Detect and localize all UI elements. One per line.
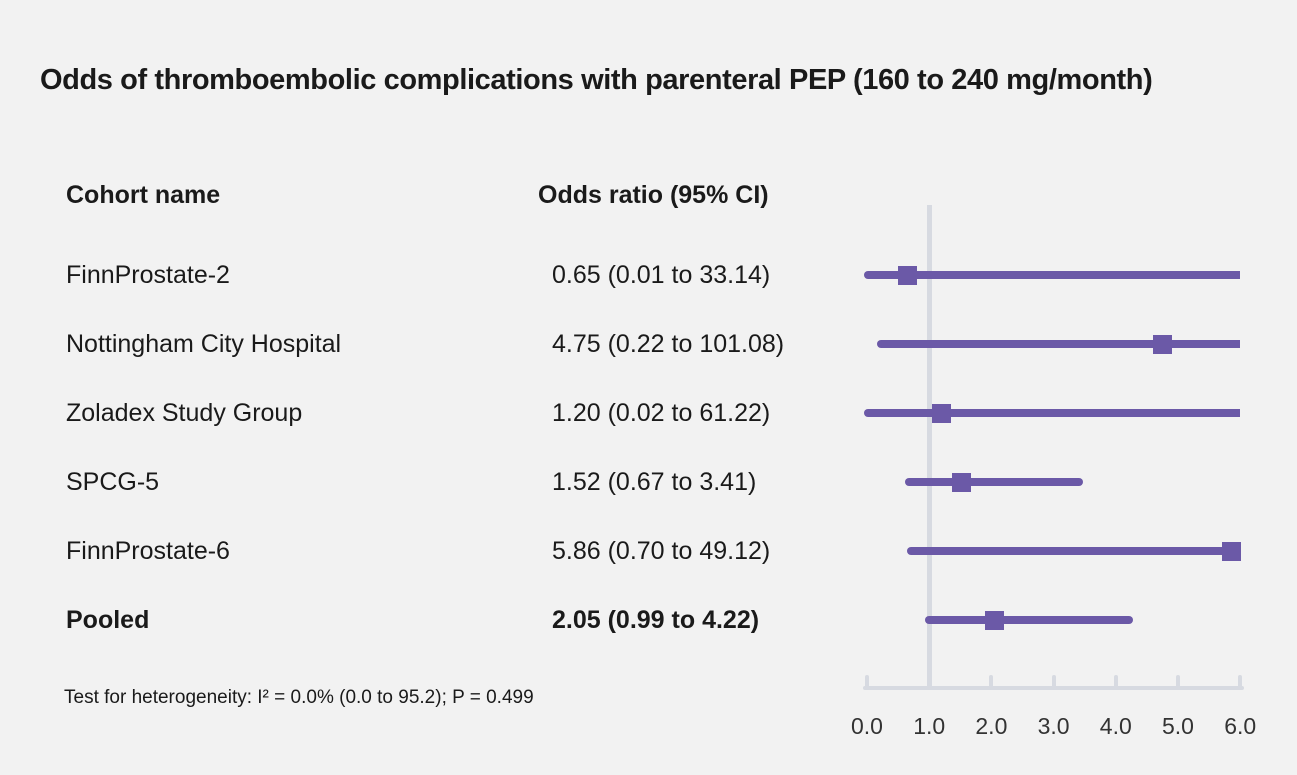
x-axis-tick-label: 0.0 (851, 713, 883, 739)
x-axis-tick-label: 3.0 (1037, 713, 1070, 739)
odds-ratio-value: 4.75 (0.22 to 101.08) (552, 330, 785, 358)
odds-ratio-value: 0.65 (0.01 to 33.14) (552, 261, 771, 289)
x-axis-tick-label: 2.0 (975, 713, 1008, 739)
or-marker (897, 265, 917, 285)
column-header-cohort-name: Cohort name (66, 181, 221, 209)
ci-line (876, 340, 1241, 348)
cohort-name: Nottingham City Hospital (66, 330, 342, 358)
x-axis-tick-label: 6.0 (1224, 713, 1257, 739)
cohort-name: SPCG-5 (66, 468, 160, 496)
heterogeneity-footnote: Test for heterogeneity: I² = 0.0% (0.0 t… (64, 687, 534, 708)
odds-ratio-value: 1.20 (0.02 to 61.22) (552, 399, 771, 427)
odds-ratio-value: 1.52 (0.67 to 3.41) (552, 468, 757, 496)
x-axis-tick (1113, 675, 1118, 688)
x-axis-tick (1176, 675, 1180, 688)
or-marker (1221, 541, 1241, 561)
cohort-name: FinnProstate-2 (66, 261, 230, 289)
x-axis-tick (927, 675, 932, 688)
reference-line (926, 205, 932, 690)
ci-line (906, 547, 1241, 555)
ci-line (924, 616, 1134, 624)
ci-line (904, 478, 1084, 486)
ci-line (864, 409, 1241, 417)
x-axis-tick-label: 5.0 (1162, 713, 1194, 739)
odds-ratio-value: 5.86 (0.70 to 49.12) (552, 537, 771, 565)
x-axis-tick-label: 1.0 (913, 713, 946, 739)
or-marker (952, 472, 972, 492)
x-axis-tick (1238, 675, 1243, 688)
cohort-name: Pooled (66, 606, 150, 634)
x-axis-tick-label: 4.0 (1099, 713, 1132, 739)
cohort-name: FinnProstate-6 (66, 537, 230, 565)
or-marker (932, 403, 952, 423)
x-axis-tick (989, 675, 994, 688)
odds-ratio-value: 2.05 (0.99 to 4.22) (552, 606, 760, 634)
x-axis-line (863, 686, 1245, 690)
or-marker (1152, 334, 1172, 354)
ci-line (863, 271, 1241, 279)
chart-title: Odds of thromboembolic complications wit… (40, 64, 1153, 96)
cohort-name: Zoladex Study Group (66, 399, 303, 427)
x-axis-tick (865, 675, 869, 688)
column-header-odds-ratio: Odds ratio (95% CI) (538, 181, 769, 209)
x-axis-tick (1051, 675, 1056, 688)
or-marker (985, 610, 1004, 630)
